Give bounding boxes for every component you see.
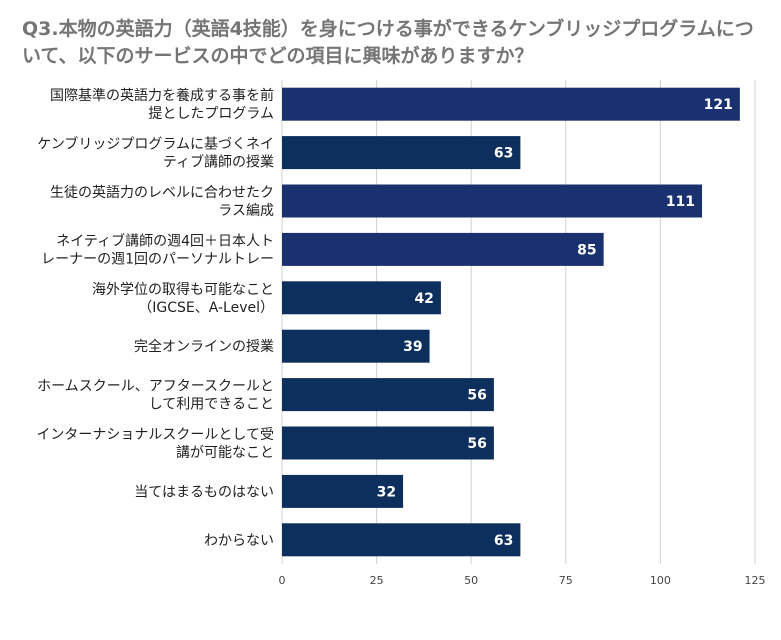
category-label: 当てはまるものはない	[134, 484, 274, 500]
category-label-line: 国際基準の英語力を養成する事を前	[50, 87, 274, 104]
bar	[282, 378, 494, 412]
category-label-line: ティブ講師の授業	[163, 154, 274, 171]
bar	[282, 232, 604, 266]
value-label: 39	[403, 339, 422, 355]
category-label-line: ラス編成	[218, 203, 274, 219]
category-label-line: インターナショナルスクールとして受	[36, 427, 274, 443]
category-label: ネイティブ講師の週4回＋日本人トレーナーの週1回のパーソナルトレー	[41, 232, 274, 267]
category-label-line: して利用できること	[149, 397, 274, 413]
category-label: 国際基準の英語力を養成する事を前提としたプログラム	[50, 87, 274, 122]
category-label: ホームスクール、アフタースクールとして利用できること	[37, 379, 274, 413]
category-label-line: わからない	[204, 533, 274, 549]
x-tick-label: 25	[370, 574, 384, 587]
category-label: わからない	[204, 533, 274, 549]
category-label: インターナショナルスクールとして受講が可能なこと	[36, 427, 274, 461]
bar	[282, 281, 441, 315]
value-label: 56	[467, 436, 486, 452]
category-label-line: （IGCSE、A-Level）	[138, 300, 274, 316]
value-label: 42	[414, 291, 433, 307]
bar	[282, 426, 494, 460]
category-label: 完全オンラインの授業	[134, 338, 274, 355]
category-label-line: 海外学位の取得も可能なこと	[92, 281, 274, 298]
value-label: 56	[467, 388, 486, 404]
category-label-line: ネイティブ講師の週4回＋日本人ト	[56, 232, 274, 249]
category-label-line: 生徒の英語力のレベルに合わせたク	[50, 184, 274, 201]
category-labels: 国際基準の英語力を養成する事を前提としたプログラムケンブリッジプログラムに基づく…	[36, 87, 274, 549]
chart-title: Q3.本物の英語力（英語4技能）を身につける事ができるケンブリッジプログラムにつ…	[22, 18, 754, 67]
x-tick-label: 125	[745, 574, 766, 587]
value-label: 85	[577, 242, 596, 258]
bar	[282, 523, 521, 557]
category-label: ケンブリッジプログラムに基づくネイティブ講師の授業	[37, 136, 274, 171]
bar	[282, 136, 521, 170]
value-labels: 121 63 111 85 42 39 56 56 32 63	[377, 97, 733, 549]
category-label: 海外学位の取得も可能なこと （IGCSE、A-Level）	[92, 281, 274, 316]
bar	[282, 184, 703, 218]
x-tick-label: 50	[464, 574, 478, 587]
category-label: 生徒の英語力のレベルに合わせたクラス編成	[50, 184, 274, 219]
bars	[282, 87, 740, 557]
bar	[282, 87, 740, 121]
value-label: 111	[666, 194, 695, 210]
bar	[282, 474, 404, 508]
category-label-line: 提としたプログラム	[148, 106, 274, 122]
value-label: 32	[377, 484, 396, 500]
value-label: 63	[494, 146, 513, 162]
category-label-line: 講が可能なこと	[176, 445, 274, 461]
value-label: 121	[704, 97, 733, 113]
bar	[282, 329, 430, 363]
x-tick-label: 75	[559, 574, 573, 587]
category-label-line: 当てはまるものはない	[134, 484, 274, 500]
x-tick-label: 0	[279, 574, 286, 587]
x-axis-ticks: 0 25 50 75 100 125	[279, 574, 766, 587]
category-label-line: ホームスクール、アフタースクールと	[37, 379, 274, 395]
category-label-line: レーナーの週1回のパーソナルトレー	[41, 251, 274, 267]
x-tick-label: 100	[650, 574, 671, 587]
category-label-line: 完全オンラインの授業	[134, 338, 274, 355]
value-label: 63	[494, 533, 513, 549]
category-label-line: ケンブリッジプログラムに基づくネイ	[37, 136, 274, 153]
